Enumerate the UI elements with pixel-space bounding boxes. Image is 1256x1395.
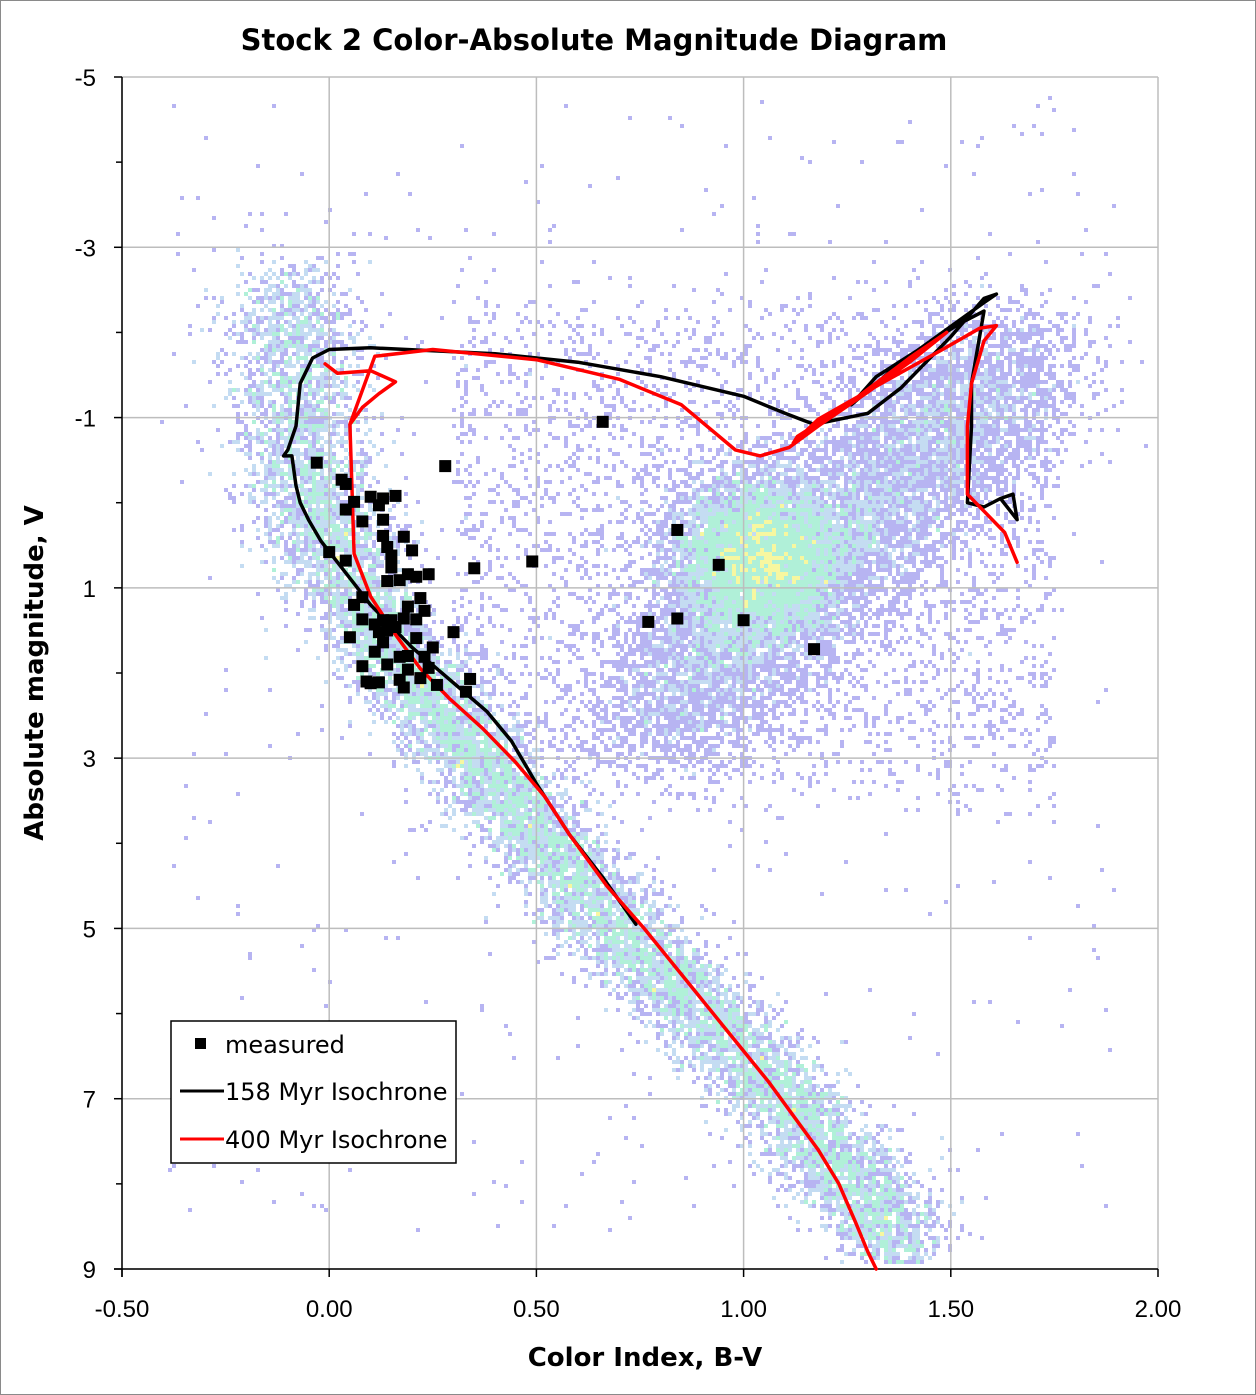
y-tick-label: 7 [83, 1087, 96, 1114]
legend-label-400-myr: 400 Myr Isochrone [225, 1126, 448, 1154]
measured-point [339, 554, 352, 567]
measured-point [410, 570, 423, 583]
measured-point [410, 632, 423, 645]
measured-point [393, 650, 406, 663]
measured-point [385, 549, 398, 562]
x-tick-label: 1.00 [720, 1296, 767, 1323]
measured-point [310, 456, 323, 469]
measured-point [459, 685, 472, 698]
measured-point [356, 660, 369, 673]
y-tick-label: -3 [75, 235, 96, 262]
measured-point [389, 489, 402, 502]
measured-point [397, 530, 410, 543]
measured-point [426, 641, 439, 654]
y-tick-label: 3 [83, 746, 96, 773]
measured-point [737, 614, 750, 627]
measured-point [526, 555, 539, 568]
measured-point [381, 658, 394, 671]
isochrone-400-myr-isochrone [323, 323, 1019, 1271]
y-tick-label: -1 [75, 406, 96, 433]
chart-title: Stock 2 Color-Absolute Magnitude Diagram [241, 23, 948, 57]
measured-point [393, 574, 406, 587]
legend-marker-measured [195, 1038, 206, 1049]
measured-point [596, 415, 609, 428]
measured-point [343, 631, 356, 644]
x-tick-label: 0.50 [513, 1296, 560, 1323]
measured-point [364, 677, 377, 690]
y-tick-label: -5 [75, 65, 96, 92]
legend-label-158-myr: 158 Myr Isochrone [225, 1078, 448, 1106]
measured-point [712, 558, 725, 571]
measured-point [447, 626, 460, 639]
axes [114, 76, 1159, 1277]
measured-point [381, 624, 394, 637]
measured-point [808, 643, 821, 656]
measured-point [401, 663, 414, 676]
x-tick-label: 2.00 [1135, 1296, 1182, 1323]
measured-point [406, 544, 419, 557]
measured-point [464, 672, 477, 685]
measured-point [356, 515, 369, 528]
measured-point [439, 460, 452, 473]
measured-point [468, 562, 481, 575]
x-tick-label: -0.50 [95, 1296, 150, 1323]
measured-point [339, 477, 352, 490]
measured-point [377, 636, 390, 649]
y-axis-title: Absolute magnitude, V [20, 505, 50, 841]
measured-point [642, 615, 655, 628]
measured-point [410, 613, 423, 626]
tick-labels: -0.50 0.00 0.50 1.00 1.50 2.00 -5 -3 -1 1 3 5 7 9 [75, 65, 1182, 1323]
x-tick-label: 0.00 [306, 1296, 353, 1323]
measured-point [418, 650, 431, 663]
legend-label-measured: measured [225, 1031, 345, 1059]
x-tick-label: 1.50 [927, 1296, 974, 1323]
isochrones [281, 292, 1019, 1271]
measured-point [671, 523, 684, 536]
measured-point [356, 613, 369, 626]
measured-point [430, 678, 443, 691]
measured-point [348, 598, 361, 611]
measured-point [414, 672, 427, 685]
measured-point [385, 561, 398, 574]
measured-point [377, 529, 390, 542]
measured-point [401, 600, 414, 613]
legend: measured 158 Myr Isochrone 400 Myr Isoch… [170, 1020, 457, 1164]
y-tick-label: 5 [83, 916, 96, 943]
measured-point [381, 575, 394, 588]
measured-point [671, 612, 684, 625]
y-tick-label: 1 [83, 576, 96, 603]
density-heatmap [160, 96, 1148, 1264]
measured-point [377, 513, 390, 526]
measured-markers [310, 415, 821, 698]
measured-point [422, 661, 435, 674]
measured-point [414, 592, 427, 605]
measured-point [397, 681, 410, 694]
measured-point [372, 499, 385, 512]
measured-point [339, 503, 352, 516]
y-tick-label: 9 [83, 1257, 96, 1284]
measured-point [323, 546, 336, 559]
measured-point [368, 645, 381, 658]
x-axis-title: Color Index, B-V [528, 1343, 763, 1373]
measured-point [422, 568, 435, 581]
